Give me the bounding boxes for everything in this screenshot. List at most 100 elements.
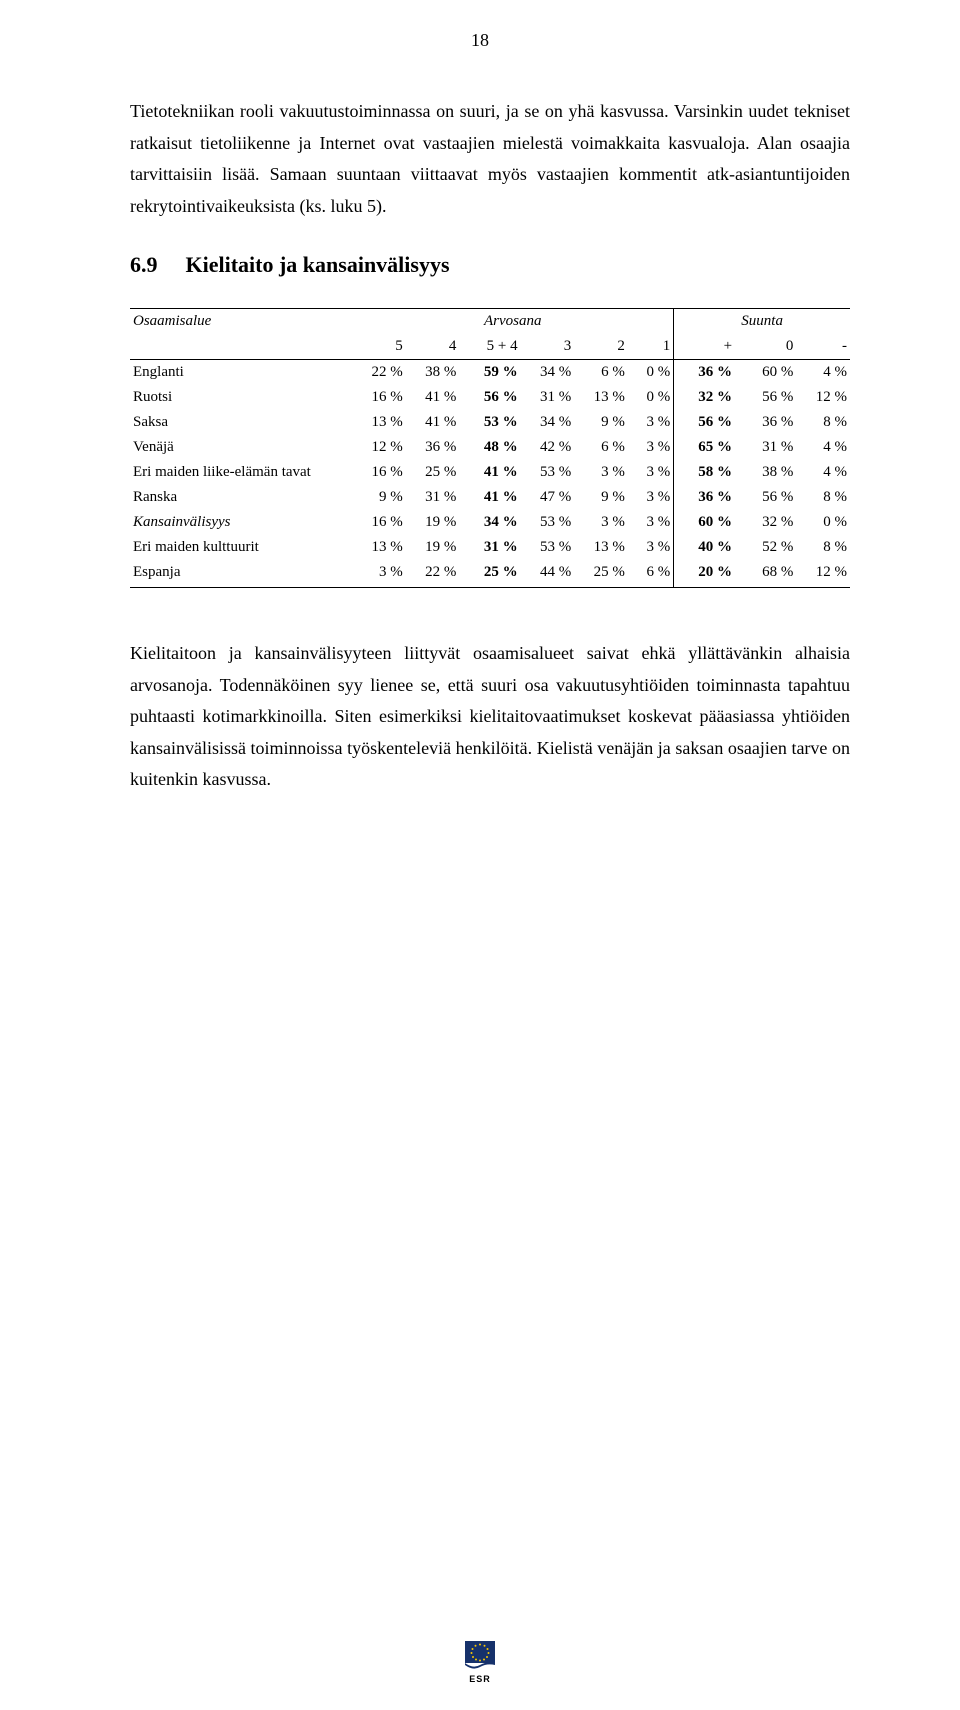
data-cell: 41 %	[459, 485, 520, 510]
subheader-cell: 2	[574, 334, 628, 360]
data-cell: 4 %	[796, 460, 850, 485]
table-row: Saksa13 %41 %53 %34 %9 %3 %56 %36 %8 %	[130, 410, 850, 435]
subheader-cell: 3	[521, 334, 575, 360]
row-label: Ruotsi	[130, 385, 352, 410]
data-cell: 53 %	[521, 460, 575, 485]
subheader-cell: 5 + 4	[459, 334, 520, 360]
footer-logo: ESR	[0, 1641, 960, 1684]
row-label: Eri maiden kulttuurit	[130, 535, 352, 560]
data-cell: 13 %	[352, 410, 406, 435]
footer-label: ESR	[0, 1674, 960, 1684]
data-cell: 31 %	[521, 385, 575, 410]
esr-flag-icon	[463, 1641, 497, 1671]
subheader-cell: +	[674, 334, 735, 360]
data-cell: 6 %	[574, 435, 628, 460]
paragraph-conclusion: Kielitaitoon ja kansainvälisyyteen liitt…	[130, 638, 850, 796]
data-cell: 53 %	[521, 535, 575, 560]
data-cell: 19 %	[406, 535, 460, 560]
page-number: 18	[0, 30, 960, 51]
data-cell: 3 %	[628, 435, 674, 460]
data-cell: 65 %	[674, 435, 735, 460]
table-row: Englanti22 %38 %59 %34 %6 %0 %36 %60 %4 …	[130, 360, 850, 386]
data-cell: 8 %	[796, 485, 850, 510]
data-cell: 41 %	[406, 410, 460, 435]
data-cell: 9 %	[574, 485, 628, 510]
data-cell: 20 %	[674, 560, 735, 588]
row-label: Eri maiden liike-elämän tavat	[130, 460, 352, 485]
table-row: Eri maiden kulttuurit13 %19 %31 %53 %13 …	[130, 535, 850, 560]
data-cell: 16 %	[352, 510, 406, 535]
page: 18 Tietotekniikan rooli vakuutustoiminna…	[0, 0, 960, 1710]
data-cell: 56 %	[735, 385, 796, 410]
data-cell: 3 %	[628, 485, 674, 510]
data-cell: 52 %	[735, 535, 796, 560]
data-cell: 3 %	[574, 460, 628, 485]
data-cell: 9 %	[352, 485, 406, 510]
data-cell: 68 %	[735, 560, 796, 588]
row-label: Venäjä	[130, 435, 352, 460]
data-cell: 22 %	[352, 360, 406, 386]
data-cell: 3 %	[628, 535, 674, 560]
data-cell: 19 %	[406, 510, 460, 535]
data-cell: 31 %	[459, 535, 520, 560]
data-cell: 32 %	[674, 385, 735, 410]
data-cell: 9 %	[574, 410, 628, 435]
table-row: Ranska9 %31 %41 %47 %9 %3 %36 %56 %8 %	[130, 485, 850, 510]
data-cell: 25 %	[459, 560, 520, 588]
data-table: Osaamisalue Arvosana Suunta 545 + 4321+0…	[130, 308, 850, 588]
data-cell: 53 %	[521, 510, 575, 535]
data-cell: 36 %	[674, 485, 735, 510]
table-row: Eri maiden liike-elämän tavat16 %25 %41 …	[130, 460, 850, 485]
row-label: Kansainvälisyys	[130, 510, 352, 535]
paragraph-intro: Tietotekniikan rooli vakuutustoiminnassa…	[130, 96, 850, 222]
data-cell: 6 %	[574, 360, 628, 386]
data-cell: 25 %	[574, 560, 628, 588]
data-cell: 3 %	[574, 510, 628, 535]
data-cell: 22 %	[406, 560, 460, 588]
data-cell: 13 %	[574, 385, 628, 410]
data-cell: 0 %	[628, 360, 674, 386]
data-cell: 60 %	[735, 360, 796, 386]
data-cell: 31 %	[406, 485, 460, 510]
data-cell: 38 %	[406, 360, 460, 386]
data-cell: 0 %	[796, 510, 850, 535]
data-cell: 48 %	[459, 435, 520, 460]
data-cell: 36 %	[735, 410, 796, 435]
table-row: Ruotsi16 %41 %56 %31 %13 %0 %32 %56 %12 …	[130, 385, 850, 410]
data-cell: 38 %	[735, 460, 796, 485]
data-cell: 8 %	[796, 535, 850, 560]
subheader-cell: 5	[352, 334, 406, 360]
row-label: Ranska	[130, 485, 352, 510]
data-cell: 34 %	[459, 510, 520, 535]
data-cell: 56 %	[735, 485, 796, 510]
data-cell: 12 %	[796, 560, 850, 588]
table-header-row: Osaamisalue Arvosana Suunta	[130, 309, 850, 335]
table-subheader-row: 545 + 4321+0-	[130, 334, 850, 360]
table-row: Kansainvälisyys16 %19 %34 %53 %3 %3 %60 …	[130, 510, 850, 535]
data-cell: 25 %	[406, 460, 460, 485]
section-title: Kielitaito ja kansainvälisyys	[186, 252, 450, 277]
data-cell: 3 %	[352, 560, 406, 588]
data-cell: 8 %	[796, 410, 850, 435]
data-cell: 3 %	[628, 510, 674, 535]
col-header-suunta: Suunta	[674, 309, 850, 335]
data-cell: 36 %	[674, 360, 735, 386]
data-cell: 34 %	[521, 410, 575, 435]
data-cell: 13 %	[352, 535, 406, 560]
data-cell: 44 %	[521, 560, 575, 588]
data-cell: 41 %	[459, 460, 520, 485]
col-header-arvosana: Arvosana	[352, 309, 674, 335]
table-row: Espanja3 %22 %25 %44 %25 %6 %20 %68 %12 …	[130, 560, 850, 588]
data-cell: 12 %	[352, 435, 406, 460]
data-cell: 56 %	[459, 385, 520, 410]
row-label: Saksa	[130, 410, 352, 435]
section-heading: 6.9Kielitaito ja kansainvälisyys	[130, 252, 850, 278]
data-cell: 40 %	[674, 535, 735, 560]
data-cell: 58 %	[674, 460, 735, 485]
data-cell: 47 %	[521, 485, 575, 510]
data-cell: 4 %	[796, 435, 850, 460]
data-cell: 59 %	[459, 360, 520, 386]
subheader-cell: 4	[406, 334, 460, 360]
data-cell: 3 %	[628, 410, 674, 435]
data-cell: 34 %	[521, 360, 575, 386]
